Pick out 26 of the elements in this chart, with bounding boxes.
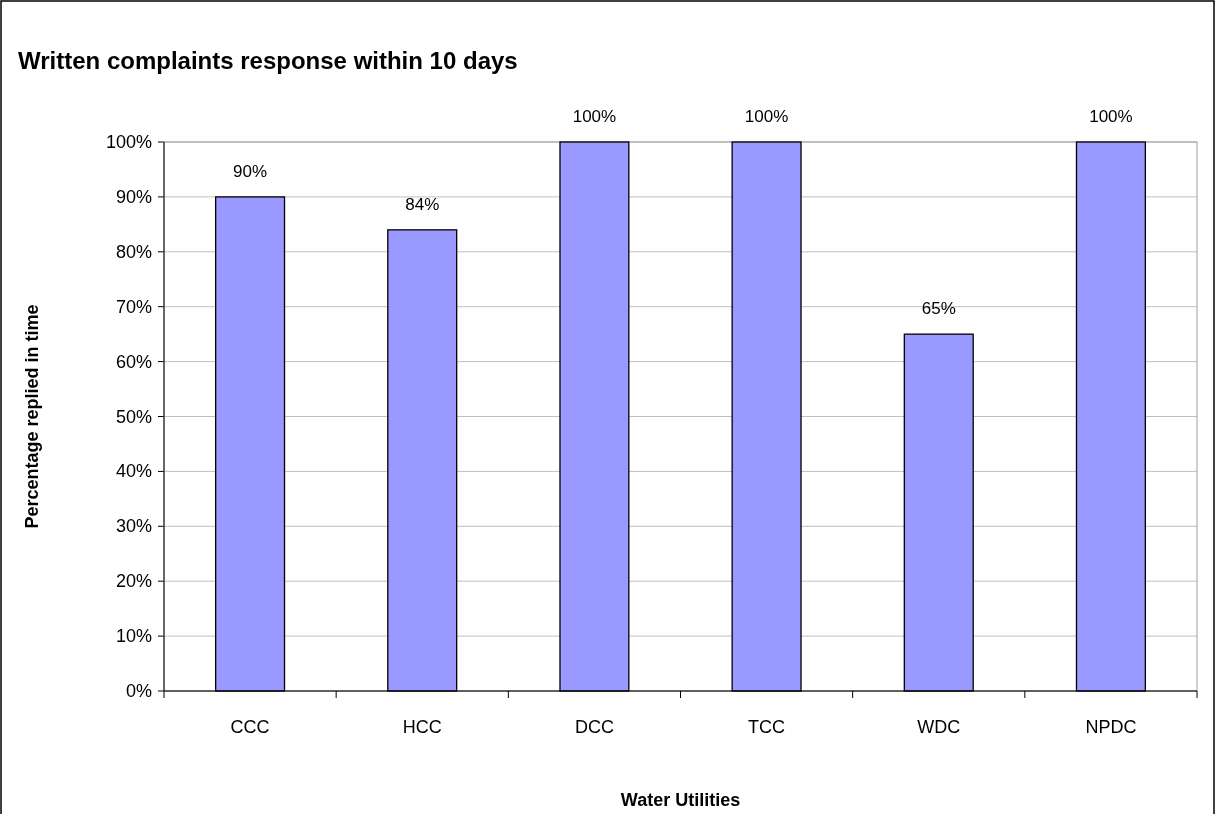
y-tick-label: 60% (115, 351, 152, 372)
y-tick-label: 20% (115, 571, 152, 592)
y-tick-label: 40% (115, 461, 152, 482)
x-tick-label: NPDC (1085, 717, 1137, 737)
y-tick-label: 100% (105, 132, 152, 152)
x-tick-label: CCC (230, 717, 270, 737)
y-tick-label: 0% (125, 681, 152, 701)
y-tick-label: 30% (115, 516, 152, 537)
y-tick-label: 90% (115, 186, 152, 207)
data-label: 90% (233, 161, 268, 181)
x-tick-label: HCC (402, 717, 442, 737)
data-label: 100% (1089, 107, 1133, 126)
x-axis-title: Water Utilities (620, 790, 741, 810)
chart-title: Written complaints response within 10 days (18, 47, 518, 74)
data-label: 100% (744, 107, 789, 126)
data-label: 100% (572, 107, 617, 126)
data-label: 65% (921, 299, 956, 319)
x-tick-label: TCC (748, 717, 786, 737)
y-tick-label: 70% (115, 296, 152, 317)
y-axis-title: Percentage replied in time (22, 304, 42, 529)
y-tick-label: 10% (115, 626, 152, 647)
x-tick-label: DCC (574, 717, 614, 737)
y-tick-label: 50% (115, 406, 152, 427)
y-tick-label: 80% (115, 241, 152, 262)
data-label: 84% (405, 194, 440, 214)
x-tick-label: WDC (917, 717, 961, 737)
